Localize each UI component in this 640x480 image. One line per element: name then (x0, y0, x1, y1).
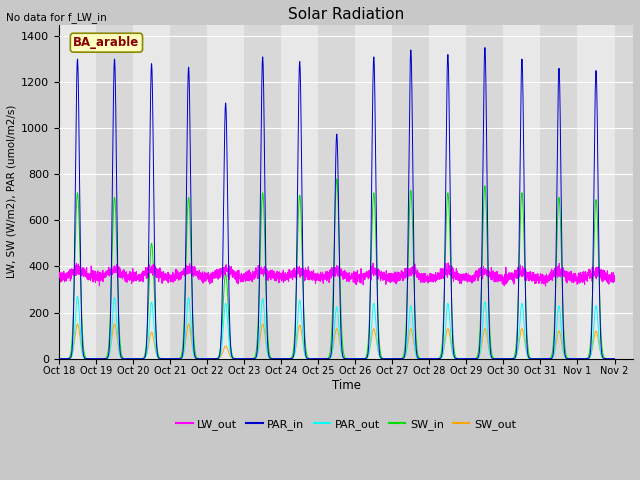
Bar (133, 24, 170, 359)
Bar (96, 24, 133, 359)
Bar (429, 24, 467, 359)
Text: No data for f_LW_in: No data for f_LW_in (6, 12, 107, 23)
Bar (614, 24, 640, 359)
Bar (504, 24, 540, 359)
Bar (577, 24, 614, 359)
X-axis label: Time: Time (332, 379, 360, 392)
Bar (244, 24, 281, 359)
Bar (540, 24, 577, 359)
Text: BA_arable: BA_arable (74, 36, 140, 49)
Bar (318, 24, 355, 359)
Bar (392, 24, 429, 359)
Bar (170, 24, 207, 359)
Y-axis label: LW, SW (W/m2), PAR (umol/m2/s): LW, SW (W/m2), PAR (umol/m2/s) (7, 105, 17, 278)
Title: Solar Radiation: Solar Radiation (288, 7, 404, 22)
Bar (467, 24, 504, 359)
Bar (207, 24, 244, 359)
Bar (281, 24, 318, 359)
Legend: LW_out, PAR_in, PAR_out, SW_in, SW_out: LW_out, PAR_in, PAR_out, SW_in, SW_out (172, 414, 520, 434)
Bar (59, 24, 96, 359)
Bar (355, 24, 392, 359)
